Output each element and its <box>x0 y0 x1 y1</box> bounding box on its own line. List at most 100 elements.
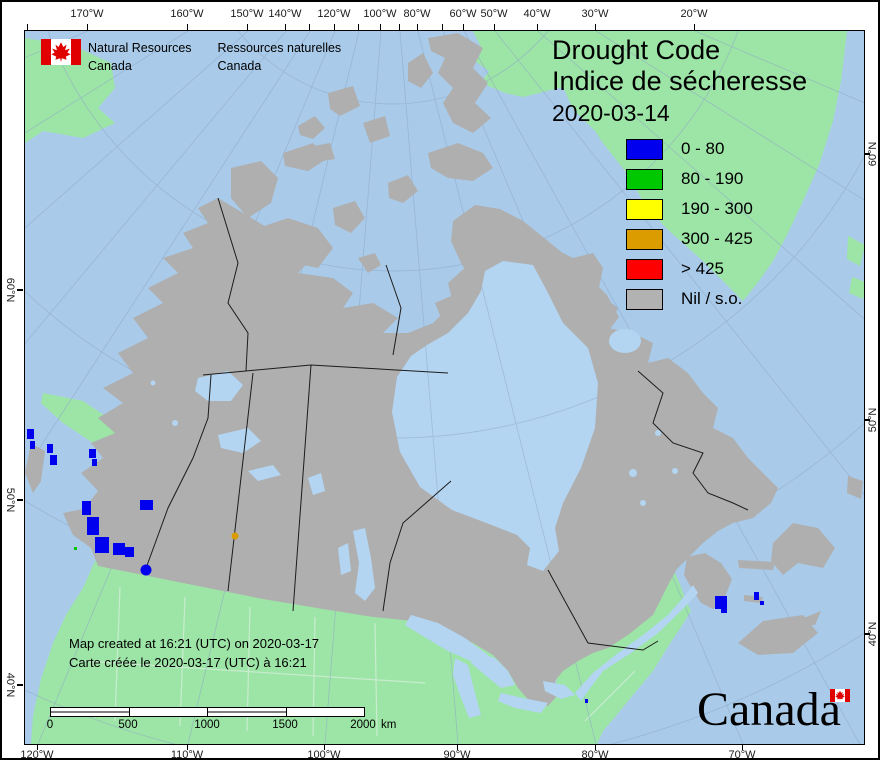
lake-ontario <box>543 681 575 699</box>
border-on-qc <box>547 569 659 651</box>
axis-tick-bottom <box>456 744 458 750</box>
axis-tick-bottom <box>594 744 596 750</box>
lake-winnipeg <box>353 528 375 601</box>
axis-label-top: 30°W <box>581 8 609 20</box>
axis-tick-top <box>416 24 418 30</box>
drought-dot-orange <box>231 532 239 540</box>
axis-tick-right <box>864 419 870 421</box>
axis-tick-top <box>493 24 495 30</box>
somerset-island <box>388 175 418 203</box>
axis-tick-bottom <box>741 744 743 750</box>
axis-tick-top <box>284 24 286 30</box>
axis-label-bottom: 110°W <box>170 749 204 760</box>
prince-of-wales-island <box>333 201 365 233</box>
axis-tick-top <box>379 24 381 30</box>
axis-label-top: 120°W <box>317 8 351 20</box>
axis-tick-top <box>186 24 188 30</box>
lake-erie <box>498 693 548 713</box>
greenland <box>469 31 847 301</box>
axis-label-left: 40°N <box>4 672 16 698</box>
axis-tick-top <box>333 24 335 30</box>
qe-island-1 <box>298 116 325 139</box>
border-nwt-nu <box>385 264 402 356</box>
newfoundland <box>771 523 835 575</box>
axis-label-bottom: 70°W <box>728 749 756 760</box>
axis-tick-top <box>536 24 538 30</box>
great-slave-lake <box>218 428 261 453</box>
usa <box>31 561 691 744</box>
axis-tick-top <box>357 24 359 30</box>
border-mb-on <box>382 480 452 612</box>
us-state-lines <box>84 586 636 737</box>
lake-athabasca <box>248 465 281 481</box>
axis-label-top: 170°W <box>70 8 104 20</box>
axis-tick-left <box>17 499 23 501</box>
axis-label-right: 50°N <box>867 407 879 433</box>
haida-gwaii <box>25 443 45 493</box>
banks-island <box>231 161 278 218</box>
lake-winnipegosis <box>338 543 351 575</box>
axel-heiberg-island <box>408 53 433 88</box>
axis-label-top: 160°W <box>170 8 204 20</box>
melville-island <box>283 143 328 171</box>
axis-tick-top <box>246 24 248 30</box>
border-sk-mb <box>292 364 312 612</box>
southampton-island <box>435 293 473 321</box>
victoria-island <box>258 218 333 275</box>
axis-label-top: 60°W <box>449 8 477 20</box>
land-other-countries <box>25 31 864 744</box>
qe-island-2 <box>328 86 360 116</box>
st-lawrence-river <box>575 585 698 701</box>
border-qc-nl <box>637 370 749 511</box>
axis-label-top: 140°W <box>268 8 302 20</box>
axis-tick-top <box>693 24 695 30</box>
greenland-isles <box>847 236 864 266</box>
anticosti <box>738 560 775 570</box>
greenland-isles-2 <box>849 277 864 299</box>
axis-tick-bottom <box>186 744 188 750</box>
axis-tick-left <box>17 684 23 686</box>
lake-michigan <box>453 658 481 718</box>
drought-speck-green <box>74 547 77 550</box>
axis-tick-top <box>441 24 443 30</box>
great-bear-lake <box>195 371 243 401</box>
axis-label-bottom: 80°W <box>581 749 609 760</box>
cape-breton <box>801 611 821 625</box>
devon-island <box>428 143 493 181</box>
axis-tick-left <box>17 289 23 291</box>
province-borders <box>144 197 749 651</box>
ellesmere-island <box>428 33 491 133</box>
axis-label-left: 60°N <box>4 277 16 303</box>
axis-label-top: 150°W <box>230 8 264 20</box>
axis-label-bottom: 90°W <box>443 749 471 760</box>
axis-label-right: 40°N <box>867 621 879 647</box>
axis-label-top: 20°W <box>680 8 708 20</box>
inland-water <box>150 261 698 718</box>
axis-label-top: 80°W <box>403 8 431 20</box>
qe-island-3 <box>363 116 390 143</box>
axis-tick-top <box>398 24 400 30</box>
axis-label-bottom: 100°W <box>307 749 341 760</box>
axis-label-top: 100°W <box>363 8 397 20</box>
axis-label-top: 50°W <box>480 8 508 20</box>
axis-tick-top <box>308 24 310 30</box>
axis-tick-top <box>86 24 88 30</box>
axis-tick-top <box>26 24 28 30</box>
drought-patches-low <box>27 429 764 703</box>
map-canvas: Natural Resources Canada Ressources natur… <box>24 30 865 745</box>
border-yt-nwt <box>217 197 249 372</box>
axis-tick-bottom <box>36 744 38 750</box>
king-william-island <box>358 253 381 273</box>
nova-scotia <box>738 615 818 655</box>
border-bc-ab <box>144 374 212 572</box>
lake-superior <box>405 615 488 663</box>
axis-tick-top <box>462 24 464 30</box>
axis-tick-right <box>864 633 870 635</box>
axis-tick-top <box>594 24 596 30</box>
axis-label-right: 60°N <box>867 141 879 167</box>
ungava-bay <box>609 329 641 353</box>
axis-label-left: 50°N <box>4 487 16 513</box>
axis-label-top: 40°W <box>523 8 551 20</box>
canada-drought-map <box>25 31 864 744</box>
